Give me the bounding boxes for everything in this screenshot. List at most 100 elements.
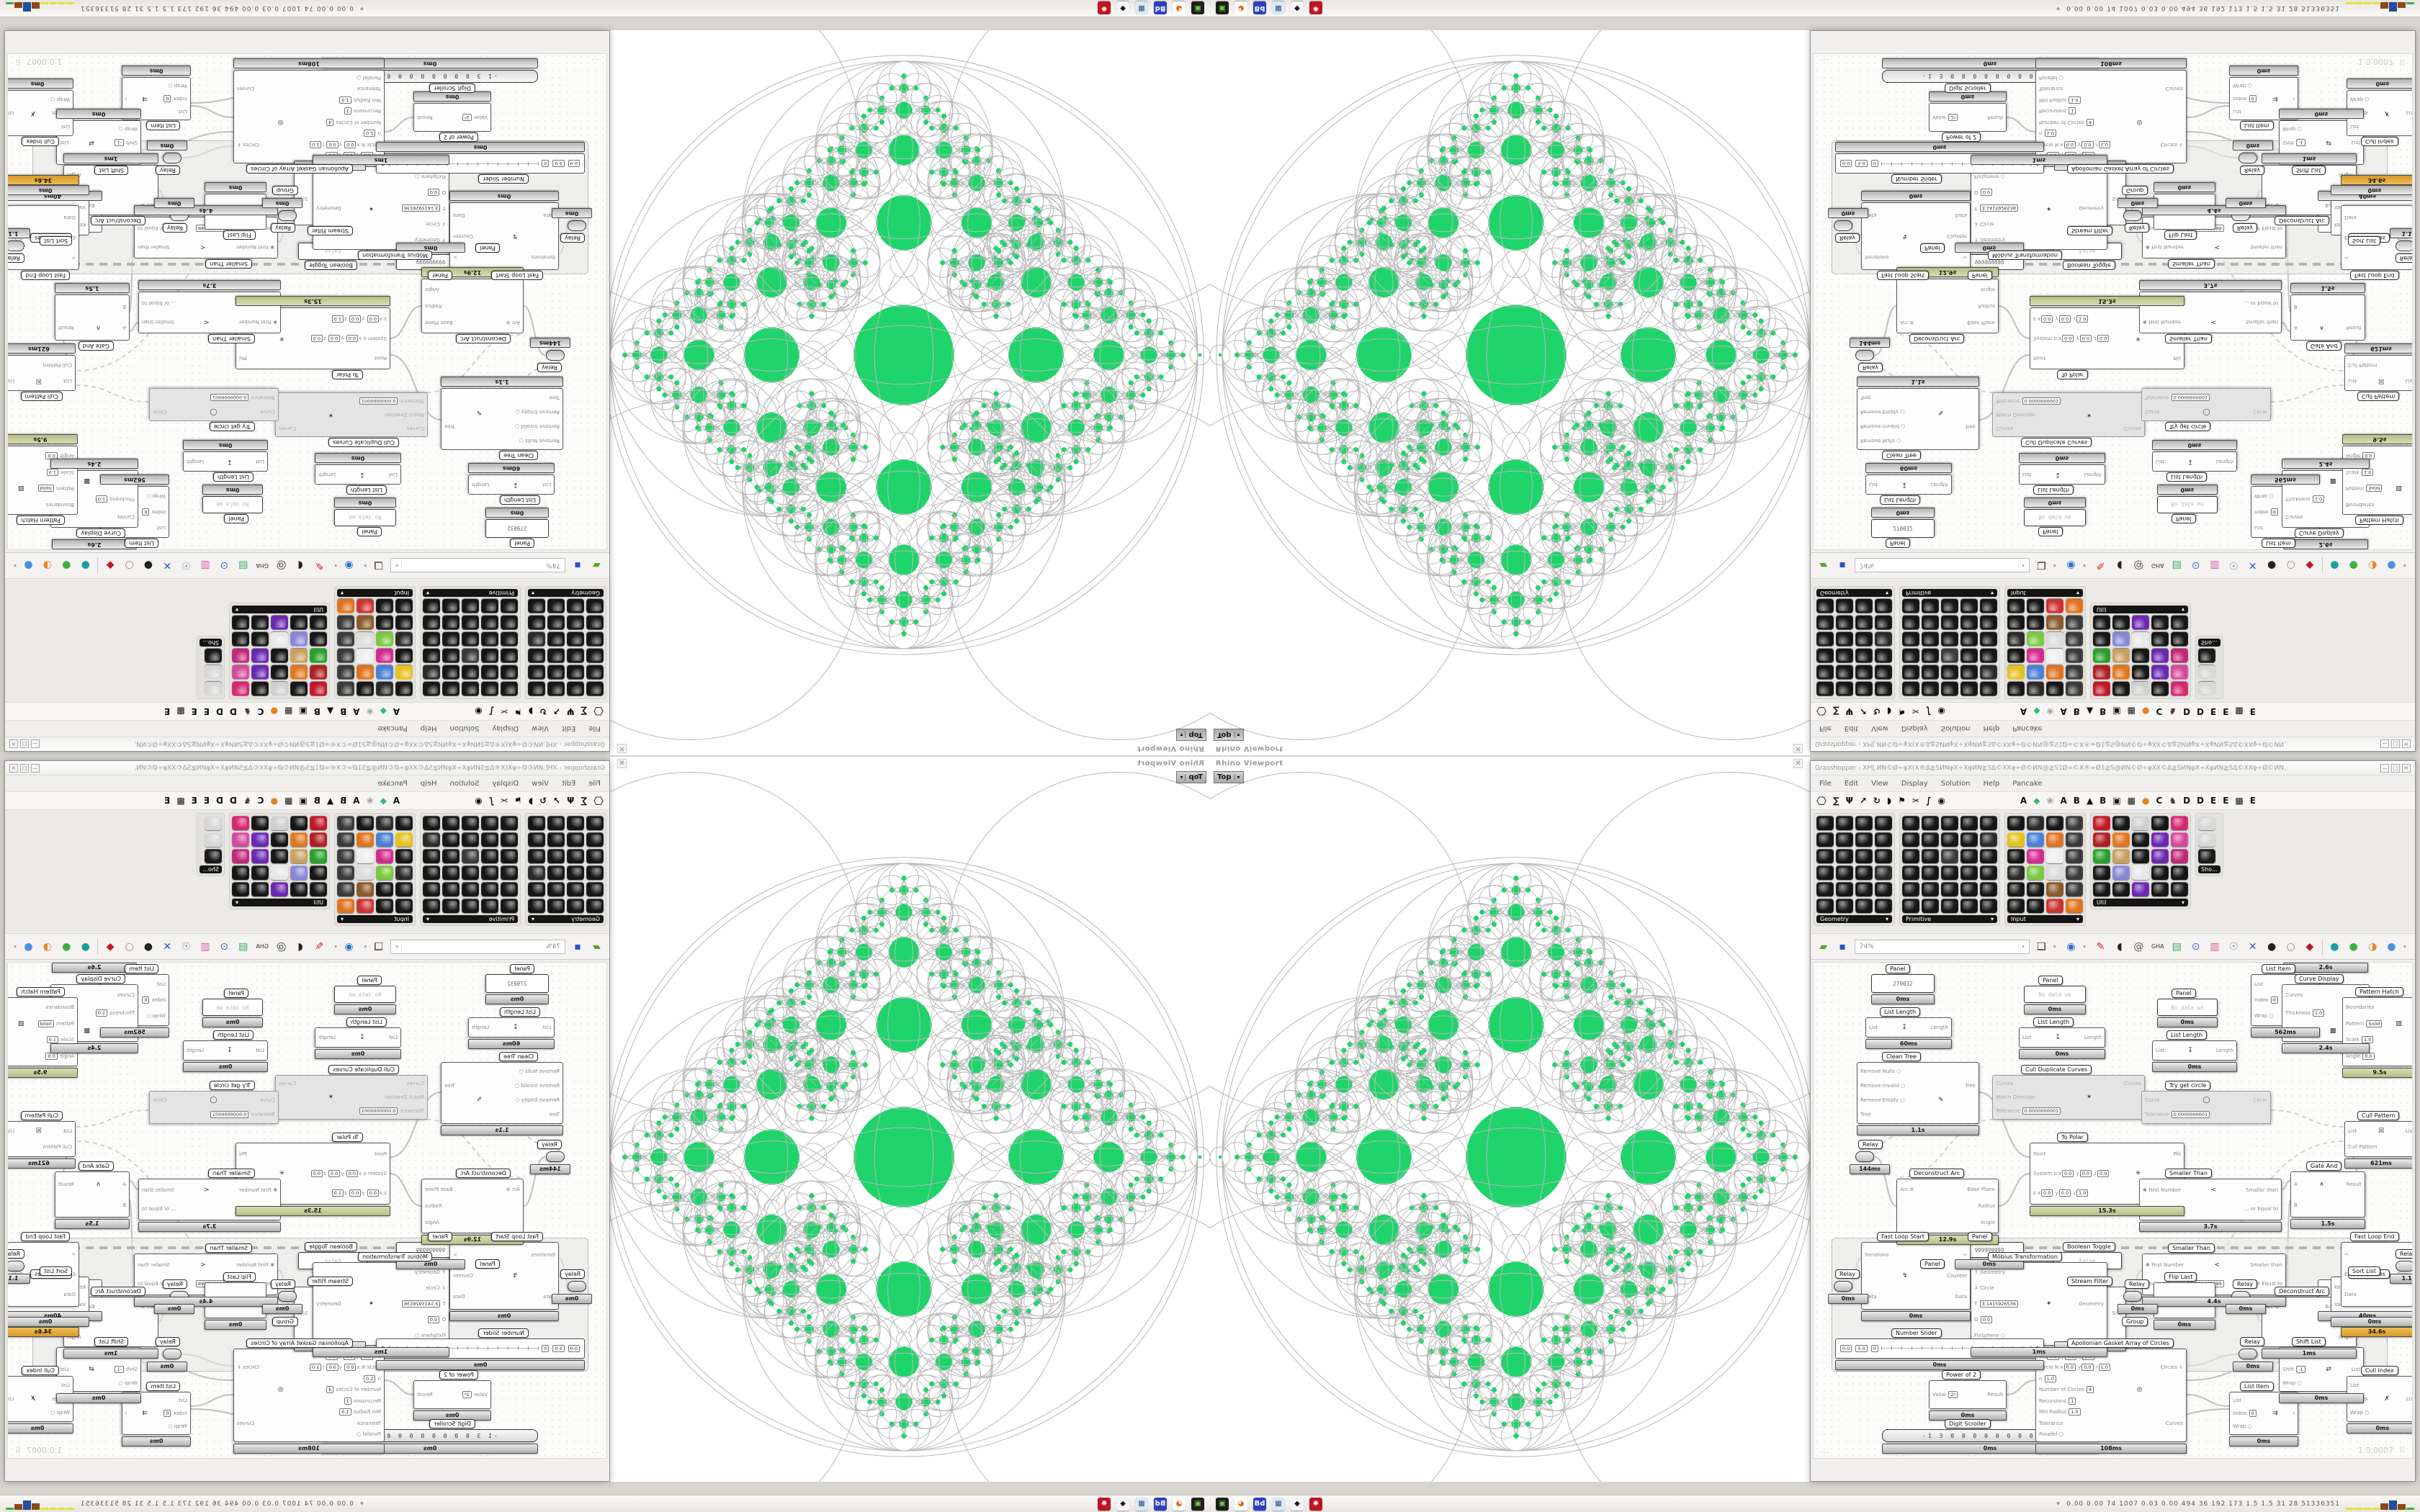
palette-cell[interactable] [2066, 865, 2083, 880]
chevron-down-icon[interactable]: ▾ [2053, 943, 2056, 950]
stamp-icon[interactable]: @ [2133, 559, 2144, 572]
palette-cell[interactable] [2198, 832, 2215, 847]
drop-white-icon[interactable]: ○ [125, 559, 134, 572]
preview-eye-icon[interactable]: ◉ [2066, 940, 2076, 953]
rhino-viewport[interactable]: Rhino Viewport Top ▾ ✕ [610, 30, 1210, 756]
tab-icon[interactable]: ⎔ [1816, 704, 1827, 719]
palette-cell[interactable] [423, 632, 440, 647]
panel-node[interactable]: No data wa [334, 986, 396, 1003]
gh-node[interactable]: Iterations > ↯ Counter Data Data [449, 202, 559, 270]
firefox-icon[interactable]: ◕ [1173, 1, 1186, 15]
menu-item-pancake[interactable]: Pancake [2012, 779, 2043, 788]
palette-group-label[interactable]: Util ▾ [232, 899, 327, 906]
stamp-icon[interactable]: @ [2133, 940, 2144, 953]
palette-cell[interactable] [232, 632, 249, 647]
palette-cell[interactable] [2151, 649, 2169, 663]
palette-cell[interactable] [1922, 599, 1939, 613]
relay-node[interactable] [568, 220, 586, 231]
close-icon[interactable]: ✕ [2402, 763, 2411, 773]
calculator-icon[interactable]: ▦ [1272, 1497, 1285, 1511]
palette-cell[interactable] [442, 616, 460, 630]
palette-cell[interactable] [271, 649, 288, 663]
palette-cell[interactable] [310, 882, 327, 896]
panel-node[interactable]: 279032 [485, 519, 549, 538]
palette-cell[interactable] [528, 899, 545, 913]
palette-cell[interactable] [357, 899, 374, 913]
finance-search-icon[interactable]: ⊙ [220, 559, 229, 572]
palette-cell[interactable] [1922, 832, 1939, 847]
exposure-icon[interactable]: ◖ [2117, 559, 2123, 572]
palette-cell[interactable] [462, 816, 479, 830]
palette-cell[interactable] [528, 865, 545, 880]
gh-node[interactable]: List ↧ Length [2152, 1040, 2237, 1061]
drop-white-icon[interactable]: ○ [2286, 559, 2295, 572]
palette-cell[interactable] [462, 865, 479, 880]
gh-node[interactable]: List☒ListCull Pattern [2344, 355, 2413, 391]
node-canvas[interactable]: ... 1.0.0007 ⠿ Panel 279032 0ms List Length… [7, 53, 607, 550]
drop-white-icon[interactable]: ○ [2286, 940, 2295, 953]
palette-cell[interactable] [547, 682, 565, 696]
tab-icon[interactable]: ▦ [284, 796, 293, 806]
palette-cell[interactable] [232, 616, 249, 630]
viewport-mode-button[interactable]: Top ▾ [1214, 771, 1244, 783]
gh-node[interactable]: List ↧ Length [183, 1040, 268, 1061]
palette-cell[interactable] [462, 832, 479, 847]
sphere-green-icon[interactable]: ● [2349, 940, 2358, 953]
palette-cell[interactable] [395, 865, 413, 880]
zoom-select[interactable]: 74% ▾ [390, 558, 566, 573]
gh-node[interactable]: Value 2ᴬ Result [1929, 103, 2007, 132]
tab-icon[interactable]: E [203, 706, 210, 716]
tab-icon[interactable]: ● [270, 706, 278, 716]
tab-icon[interactable]: C [2156, 706, 2163, 716]
menu-item-help[interactable]: Help [420, 779, 437, 788]
rhino-viewport[interactable]: Rhino Viewport Top ▾ ✕ [1210, 30, 1810, 756]
sphere-blue-icon[interactable]: ● [24, 940, 33, 953]
tab-icon[interactable]: A [2060, 796, 2067, 806]
palette-cell[interactable] [1960, 882, 1978, 896]
relay-node[interactable] [546, 1151, 565, 1162]
menu-item-display[interactable]: Display [492, 779, 519, 788]
palette-cell[interactable] [395, 665, 413, 680]
palette-cell[interactable] [2151, 816, 2169, 830]
calculator-icon[interactable]: ▦ [1135, 1497, 1148, 1511]
tab-icon[interactable]: ▣ [2112, 706, 2121, 716]
tab-icon[interactable]: Ψ [567, 706, 575, 716]
palette-cell[interactable] [1980, 632, 1997, 647]
palette-cell[interactable] [2112, 665, 2130, 680]
palette-cell[interactable] [2151, 665, 2169, 680]
titlebar[interactable]: Grasshopper - XH[.ИN©Ø÷φX(X®Δ≧SИNφX÷XφИN… [1811, 737, 2415, 751]
palette-cell[interactable] [547, 599, 565, 613]
sphere-blue-icon[interactable]: ● [2387, 940, 2396, 953]
palette-cell[interactable] [423, 882, 440, 896]
relay-node[interactable] [7, 1261, 24, 1272]
tab-icon[interactable]: ❀ [366, 796, 374, 806]
maximize-icon[interactable]: □ [20, 739, 29, 749]
palette-cell[interactable] [290, 882, 308, 896]
open-file-icon[interactable]: ▰ [1819, 940, 1828, 953]
palette-cell[interactable] [251, 816, 269, 830]
palette-cell[interactable] [1980, 849, 1997, 863]
drop-white-icon[interactable]: ○ [125, 940, 134, 953]
palette-cell[interactable] [2046, 832, 2063, 847]
palette-cell[interactable] [2093, 882, 2110, 896]
palette-cell[interactable] [442, 665, 460, 680]
palette-cell[interactable] [251, 682, 269, 696]
node-canvas[interactable]: ... 1.0.0007 ⠿ Panel 279032 0ms List Length… [1813, 962, 2413, 1459]
palette-cell[interactable] [442, 832, 460, 847]
palette-cell[interactable] [423, 899, 440, 913]
palette-cell[interactable] [528, 682, 545, 696]
palette-cell[interactable] [2171, 649, 2188, 663]
palette-cell[interactable] [1816, 616, 1834, 630]
palette-cell[interactable] [395, 616, 413, 630]
palette-cell[interactable] [1960, 849, 1978, 863]
palette-cell[interactable] [1960, 665, 1978, 680]
palette-cell[interactable] [1960, 616, 1978, 630]
tab-icon[interactable]: ⚑ [1898, 706, 1906, 716]
palette-cell[interactable] [547, 616, 565, 630]
floppy-save-icon[interactable]: Bd [1154, 1497, 1167, 1511]
palette-cell[interactable] [1855, 816, 1873, 830]
palette-cell[interactable] [2066, 832, 2083, 847]
palette-cell[interactable] [1922, 632, 1939, 647]
tab-icon[interactable]: ✂ [1912, 706, 1920, 716]
